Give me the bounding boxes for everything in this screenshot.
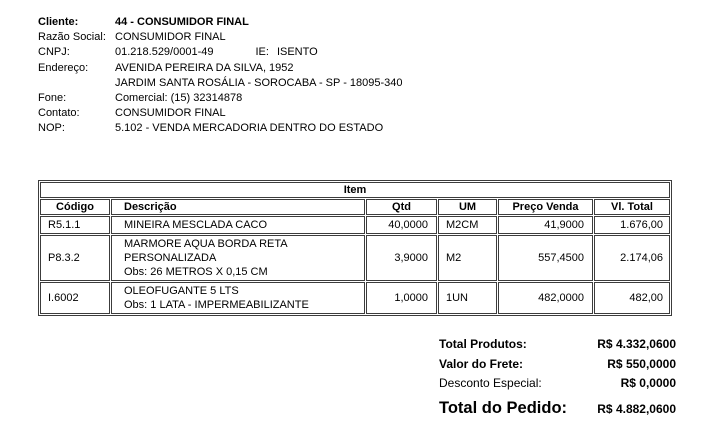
ie-label: IE: — [255, 46, 269, 59]
cell-preco-venda: 41,9000 — [498, 216, 593, 234]
cnpj-value: 01.218.529/0001-49 — [115, 46, 214, 59]
cell-codigo: R5.1.1 — [40, 216, 110, 234]
cnpj-label: CNPJ: — [38, 46, 70, 59]
customer-info: Cliente: 44 - CONSUMIDOR FINAL Razão Soc… — [38, 15, 403, 137]
descricao-line: PERSONALIZADA — [124, 252, 217, 264]
fone-value: Comercial: (15) 32314878 — [115, 92, 243, 105]
nop-label: NOP: — [38, 122, 65, 135]
descricao-line: OLEOFUGANTE 5 LTS — [124, 285, 239, 297]
descricao-line: MARMORE AQUA BORDA RETA — [124, 238, 288, 250]
cell-vl-total: 1.676,00 — [594, 216, 670, 234]
table-title: Item — [40, 182, 670, 198]
descricao-line: MINEIRA MESCLADA CACO — [124, 219, 268, 231]
valor-frete-label: Valor do Frete: — [439, 356, 524, 371]
cell-codigo: P8.3.2 — [40, 235, 110, 281]
total-produtos-row: Total Produtos: R$ 4.332,0600 — [439, 337, 676, 357]
valor-frete-value: R$ 550,0000 — [607, 356, 676, 371]
desconto-especial-row: Desconto Especial: R$ 0,0000 — [439, 376, 676, 396]
cell-vl-total: 482,00 — [594, 282, 670, 314]
col-header-vl-total: Vl. Total — [594, 199, 670, 215]
total-pedido-row: Total do Pedido: R$ 4.882,0600 — [439, 399, 676, 423]
ie-group: IE: ISENTO — [255, 45, 317, 60]
items-table-wrap: Item Código Descrição Qtd UM Preço Venda… — [38, 180, 672, 316]
col-header-qtd: Qtd — [366, 199, 437, 215]
table-row: I.6002 OLEOFUGANTE 5 LTS Obs: 1 LATA - I… — [40, 282, 670, 314]
cell-um: M2 — [438, 235, 497, 281]
cell-qtd: 40,0000 — [366, 216, 437, 234]
nop-value: 5.102 - VENDA MERCADORIA DENTRO DO ESTAD… — [115, 122, 384, 135]
contato-value: CONSUMIDOR FINAL — [115, 107, 226, 120]
cliente-label: Cliente: — [38, 16, 79, 28]
desconto-especial-label: Desconto Especial: — [439, 376, 542, 390]
info-row-razao-social: Razão Social: CONSUMIDOR FINAL — [38, 30, 403, 45]
totals-block: Total Produtos: R$ 4.332,0600 Valor do F… — [439, 337, 676, 423]
total-produtos-label: Total Produtos: — [439, 337, 527, 351]
cell-um: 1UN — [438, 282, 497, 314]
info-row-nop: NOP: 5.102 - VENDA MERCADORIA DENTRO DO … — [38, 121, 403, 136]
col-header-preco-venda: Preço Venda — [498, 199, 593, 215]
table-header-row: Código Descrição Qtd UM Preço Venda Vl. … — [40, 199, 670, 215]
col-header-codigo: Código — [40, 199, 110, 215]
cell-vl-total: 2.174,06 — [594, 235, 670, 281]
info-row-endereco: Endereço: AVENIDA PEREIRA DA SILVA, 1952 — [38, 61, 403, 76]
table-row: R5.1.1 MINEIRA MESCLADA CACO 40,0000 M2C… — [40, 216, 670, 234]
info-row-cliente: Cliente: 44 - CONSUMIDOR FINAL — [38, 15, 403, 30]
endereco-value-line1: AVENIDA PEREIRA DA SILVA, 1952 — [115, 61, 294, 74]
cell-codigo: I.6002 — [40, 282, 110, 314]
cell-descricao: MINEIRA MESCLADA CACO — [111, 216, 365, 234]
cell-preco-venda: 557,4500 — [498, 235, 593, 281]
razao-social-label: Razão Social: — [38, 31, 106, 44]
cell-qtd: 3,9000 — [366, 235, 437, 281]
info-row-cnpj: CNPJ: 01.218.529/0001-49 IE: ISENTO — [38, 45, 403, 60]
cell-qtd: 1,0000 — [366, 282, 437, 314]
info-row-endereco-cont: JARDIM SANTA ROSÁLIA - SOROCABA - SP - 1… — [38, 76, 403, 91]
contato-label: Contato: — [38, 107, 80, 120]
razao-social-value: CONSUMIDOR FINAL — [115, 31, 226, 44]
cell-preco-venda: 482,0000 — [498, 282, 593, 314]
desconto-especial-value: R$ 0,0000 — [620, 376, 676, 390]
endereco-label: Endereço: — [38, 61, 89, 74]
info-row-contato: Contato: CONSUMIDOR FINAL — [38, 106, 403, 121]
table-title-row: Item — [40, 182, 670, 198]
cell-um: M2CM — [438, 216, 497, 234]
total-produtos-value: R$ 4.332,0600 — [597, 337, 676, 351]
total-pedido-value: R$ 4.882,0600 — [597, 401, 676, 416]
fone-label: Fone: — [38, 92, 67, 105]
ie-value: ISENTO — [276, 46, 318, 59]
descricao-obs: Obs: 1 LATA - IMPERMEABILIZANTE — [124, 299, 309, 311]
valor-frete-row: Valor do Frete: R$ 550,0000 — [439, 357, 676, 377]
col-header-um: UM — [438, 199, 497, 215]
descricao-obs: Obs: 26 METROS X 0,15 CM — [124, 266, 268, 278]
cell-descricao: OLEOFUGANTE 5 LTS Obs: 1 LATA - IMPERMEA… — [111, 282, 365, 314]
col-header-descricao: Descrição — [111, 199, 365, 215]
endereco-value-line2: JARDIM SANTA ROSÁLIA - SOROCABA - SP - 1… — [115, 76, 403, 89]
items-table: Item Código Descrição Qtd UM Preço Venda… — [38, 180, 672, 316]
endereco-label-empty — [38, 76, 115, 91]
cell-descricao: MARMORE AQUA BORDA RETA PERSONALIZADA Ob… — [111, 235, 365, 281]
info-row-fone: Fone: Comercial: (15) 32314878 — [38, 91, 403, 106]
table-row: P8.3.2 MARMORE AQUA BORDA RETA PERSONALI… — [40, 235, 670, 281]
total-pedido-label: Total do Pedido: — [439, 398, 568, 417]
cliente-value: 44 - CONSUMIDOR FINAL — [115, 16, 249, 28]
